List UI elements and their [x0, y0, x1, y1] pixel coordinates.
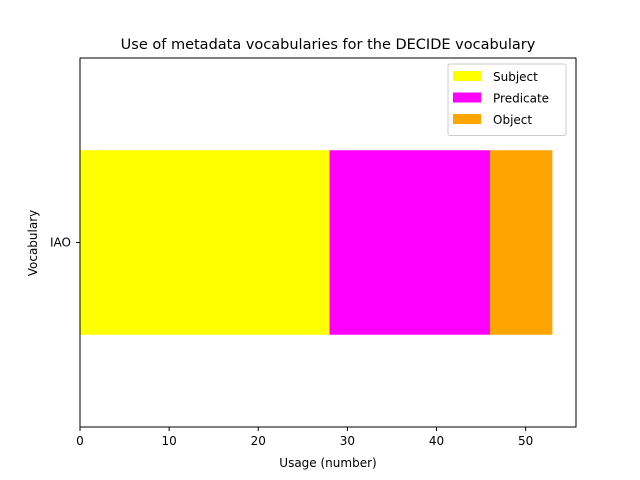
legend-label-object: Object: [493, 113, 532, 127]
x-tick-label: 0: [76, 434, 84, 448]
legend-swatch-subject: [453, 71, 481, 81]
x-tick-label: 30: [340, 434, 355, 448]
legend: Subject Predicate Object: [447, 63, 567, 136]
x-axis-ticks: 0 10 20 30 40 50: [76, 427, 533, 448]
legend-swatch-object: [453, 114, 481, 124]
legend-label-subject: Subject: [493, 70, 538, 84]
bar-object-iao: [489, 150, 553, 335]
x-tick-label: 50: [518, 434, 533, 448]
x-tick-label: 10: [161, 434, 176, 448]
bar-group: [80, 150, 553, 335]
bar-subject-iao: [80, 150, 330, 335]
y-axis-ticks: IAO: [50, 236, 80, 250]
y-axis-label: Vocabulary: [26, 210, 40, 277]
x-tick-label: 20: [251, 434, 266, 448]
x-tick-label: 40: [429, 434, 444, 448]
chart-title: Use of metadata vocabularies for the DEC…: [121, 37, 536, 53]
y-tick-label: IAO: [50, 236, 71, 250]
x-axis-label: Usage (number): [279, 456, 376, 470]
bar-predicate-iao: [329, 150, 490, 335]
legend-label-predicate: Predicate: [493, 92, 549, 106]
legend-swatch-predicate: [453, 92, 481, 103]
